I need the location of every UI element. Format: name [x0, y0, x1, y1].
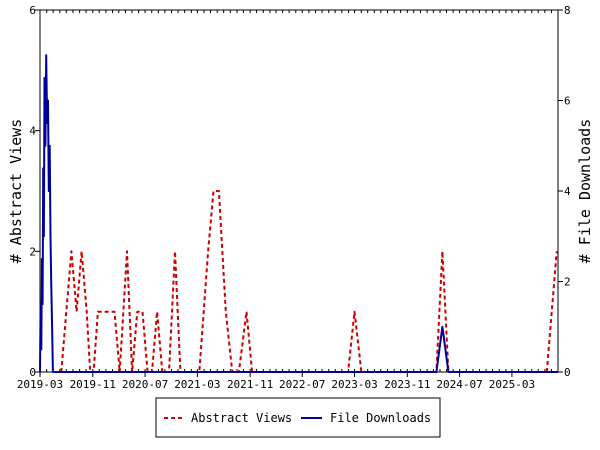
plot-area-frame: [39, 9, 559, 373]
x-tick-label: 2023-03: [331, 378, 377, 391]
x-tick-label: 2019-03: [17, 378, 63, 391]
x-tick-label: 2023-11: [384, 378, 430, 391]
x-tick-label: 2025-03: [489, 378, 535, 391]
x-tick-label: 2021-11: [227, 378, 273, 391]
x-tick-label: 2021-03: [174, 378, 220, 391]
series-lines: [39, 54, 558, 373]
left-y-tick-label: 0: [29, 366, 36, 379]
legend-label-abstract-views: Abstract Views: [191, 411, 292, 425]
right-y-tick-label: 4: [564, 185, 571, 198]
file-downloads-line: [39, 54, 558, 373]
right-y-axis-title: # File Downloads: [576, 119, 594, 264]
left-y-tick-label: 6: [29, 4, 36, 17]
right-y-tick-label: 8: [564, 4, 571, 17]
left-y-axis-title: # Abstract Views: [7, 119, 25, 264]
right-y-tick-label: 0: [564, 366, 571, 379]
x-tick-label: 2019-11: [70, 378, 116, 391]
left-y-axis-ticks: 0 2 4 6: [29, 4, 40, 379]
legend-label-file-downloads: File Downloads: [330, 411, 431, 425]
legend: Abstract Views File Downloads: [155, 397, 441, 438]
x-tick-label: 2020-07: [122, 378, 168, 391]
x-tick-label: 2022-07: [279, 378, 325, 391]
right-y-axis-ticks: 0 2 4 6 8: [558, 4, 571, 379]
right-y-tick-label: 2: [564, 276, 571, 289]
abstract-views-line: [60, 190, 558, 373]
x-axis-ticks: 2019-03 2019-11 2020-07 2021-03 2021-11 2022-…: [17, 10, 559, 391]
x-tick-label: 2024-07: [436, 378, 482, 391]
right-y-tick-label: 6: [564, 95, 571, 108]
left-y-tick-label: 4: [29, 125, 36, 138]
legend-box: [155, 397, 441, 438]
left-y-tick-label: 2: [29, 245, 36, 258]
